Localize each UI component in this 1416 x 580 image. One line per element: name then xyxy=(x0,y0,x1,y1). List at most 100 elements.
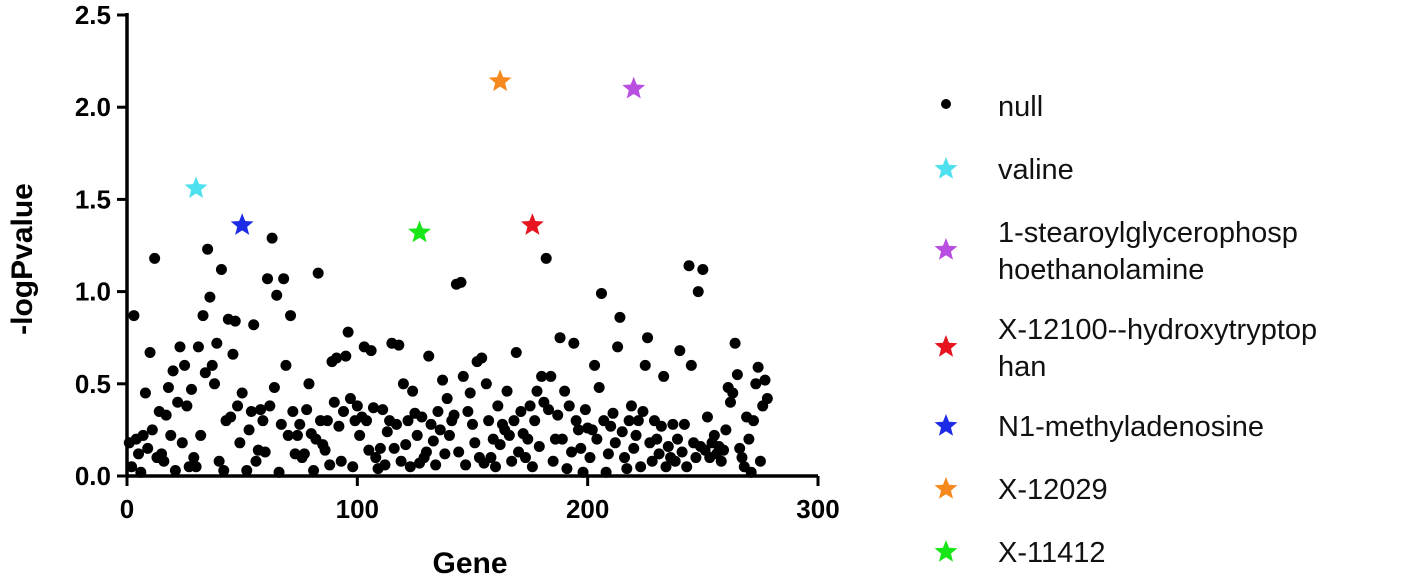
data-point xyxy=(142,442,154,454)
data-point xyxy=(625,400,637,412)
data-point xyxy=(464,387,476,399)
data-point xyxy=(718,444,730,456)
data-point xyxy=(430,459,442,471)
data-point xyxy=(595,287,607,299)
data-point xyxy=(250,455,262,467)
y-tick-label: 1.5 xyxy=(75,184,111,214)
data-point xyxy=(761,393,773,405)
data-point xyxy=(338,405,350,417)
data-point xyxy=(690,452,702,464)
data-point xyxy=(639,359,651,371)
data-point xyxy=(720,424,732,436)
data-point xyxy=(508,415,520,427)
data-point xyxy=(462,405,474,417)
data-point xyxy=(370,452,382,464)
data-point xyxy=(727,387,739,399)
data-point xyxy=(285,310,297,322)
data-point xyxy=(218,464,230,476)
data-point xyxy=(632,415,644,427)
data-point xyxy=(354,429,366,441)
data-point xyxy=(342,326,354,338)
data-point xyxy=(635,461,647,473)
data-point xyxy=(294,418,306,430)
data-point xyxy=(195,429,207,441)
data-point xyxy=(211,337,223,349)
data-point xyxy=(139,387,151,399)
data-point xyxy=(515,405,527,417)
data-point xyxy=(752,361,764,373)
data-point xyxy=(483,415,495,427)
data-point xyxy=(519,452,531,464)
data-point xyxy=(653,448,665,460)
data-point xyxy=(566,446,578,458)
data-point xyxy=(642,332,654,344)
data-point xyxy=(291,429,303,441)
highlight-star xyxy=(408,220,431,243)
legend-label: null xyxy=(998,91,1043,123)
data-point xyxy=(724,396,736,408)
data-point xyxy=(213,455,225,467)
data-point xyxy=(407,385,419,397)
data-point xyxy=(257,415,269,427)
legend-label-line: X-12029 xyxy=(998,474,1108,506)
data-point xyxy=(480,378,492,390)
data-point xyxy=(347,461,359,473)
data-point xyxy=(169,464,181,476)
data-point xyxy=(448,409,460,421)
data-point xyxy=(144,346,156,358)
data-point xyxy=(146,424,158,436)
data-point xyxy=(361,415,373,427)
legend-marker xyxy=(934,238,958,260)
data-point xyxy=(165,429,177,441)
data-point xyxy=(227,348,239,360)
data-point xyxy=(268,381,280,393)
data-point xyxy=(526,461,538,473)
data-point xyxy=(393,339,405,351)
data-point xyxy=(172,396,184,408)
data-point xyxy=(232,400,244,412)
x-tick-label: 0 xyxy=(120,494,134,524)
data-point xyxy=(443,429,455,441)
data-point xyxy=(681,461,693,473)
data-point xyxy=(365,345,377,357)
data-point xyxy=(335,455,347,467)
data-point xyxy=(434,424,446,436)
data-point xyxy=(301,404,313,416)
data-point xyxy=(524,400,536,412)
y-tick-label: 2.0 xyxy=(75,92,111,122)
data-point xyxy=(377,404,389,416)
data-point xyxy=(404,461,416,473)
data-point xyxy=(671,433,683,445)
x-tick-label: 100 xyxy=(336,494,379,524)
data-point xyxy=(570,415,582,427)
data-point xyxy=(308,464,320,476)
legend-label-line: 1-stearoylglycerophosp xyxy=(998,217,1298,249)
plot-area xyxy=(123,69,773,478)
data-point xyxy=(174,341,186,353)
y-tick-label: 0.0 xyxy=(75,461,111,491)
data-point xyxy=(215,263,227,275)
data-point xyxy=(490,461,502,473)
data-point xyxy=(455,276,467,288)
data-point xyxy=(593,381,605,393)
data-point xyxy=(379,459,391,471)
data-point xyxy=(162,381,174,393)
data-point xyxy=(501,385,513,397)
data-point xyxy=(167,365,179,377)
data-point xyxy=(181,400,193,412)
data-point xyxy=(209,378,221,390)
data-point xyxy=(683,260,695,272)
data-point xyxy=(206,359,218,371)
data-point xyxy=(271,289,283,301)
data-point xyxy=(298,448,310,460)
data-point xyxy=(128,310,140,322)
data-point xyxy=(697,263,709,275)
data-point xyxy=(563,400,575,412)
legend-label: X-12100--hydroxytryptop han xyxy=(998,314,1317,383)
data-point xyxy=(278,273,290,285)
data-point xyxy=(333,420,345,432)
data-point xyxy=(476,352,488,364)
data-point xyxy=(243,424,255,436)
data-point xyxy=(522,433,534,445)
data-point xyxy=(280,359,292,371)
